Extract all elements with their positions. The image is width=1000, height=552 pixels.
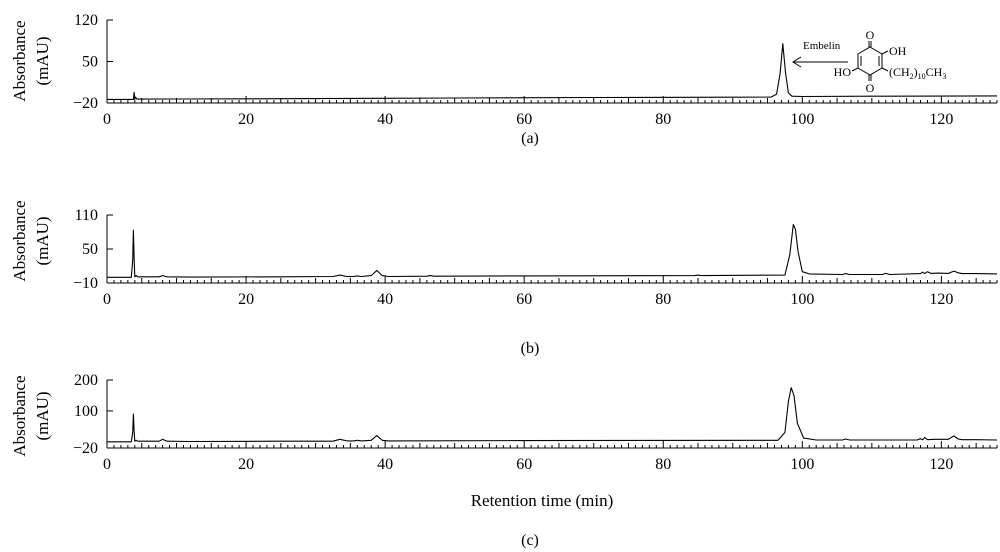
y-tick-label: 110 [75, 207, 98, 224]
y-tick-label: 50 [82, 241, 98, 258]
x-tick-label: 80 [655, 456, 671, 473]
annotation-arrowhead [792, 56, 802, 68]
x-tick-label: 20 [238, 291, 254, 308]
panel-label: (b) [521, 340, 540, 357]
embelin-structure: O O OH HO (CH2)10CH3 [834, 28, 947, 95]
x-tick-labels: 0 20 40 60 80 100 120 [103, 291, 953, 308]
y-tick-label: −10 [73, 275, 98, 292]
x-tick-label: 100 [790, 291, 814, 308]
ho-bond [851, 67, 859, 72]
y-tick-label: −20 [73, 95, 98, 112]
alkyl-chain: (CH2)10CH3 [889, 65, 946, 81]
x-tick-labels: 0 20 40 60 80 100 120 [103, 111, 953, 128]
x-tick-label: 40 [377, 111, 393, 128]
embelin-annotation: Embelin [792, 40, 848, 68]
y-tick-labels: −20 100 200 [73, 372, 98, 457]
x-tick-label: 120 [929, 111, 953, 128]
y-axis-label-line1: Absorbance [10, 200, 29, 281]
x-tick-label: 20 [238, 456, 254, 473]
chromatogram-trace [107, 387, 998, 443]
y-tick-labels: −10 50 110 [73, 207, 98, 292]
x-tick-label: 100 [790, 111, 814, 128]
y-axis-label-line2: (mAU) [33, 216, 52, 265]
tick-marks [106, 19, 998, 104]
x-tick-labels: 0 20 40 60 80 100 120 [103, 456, 953, 473]
x-tick-label: 0 [103, 291, 111, 308]
carbonyl-o-bottom: O [866, 81, 875, 95]
y-tick-label: 200 [74, 372, 98, 389]
y-tick-label: 120 [74, 12, 98, 29]
panel-a: −20 50 120 0 20 40 60 80 100 120 Absorbance (mAU… [10, 12, 998, 147]
hydroxyl-ho: HO [834, 65, 852, 79]
quinone-ring [857, 46, 883, 76]
annotation-label: Embelin [803, 40, 841, 52]
chromatogram-trace [107, 43, 998, 100]
hydroxyl-oh: OH [889, 44, 907, 58]
y-axis-label-line2: (mAU) [33, 391, 52, 440]
x-tick-label: 60 [516, 111, 532, 128]
x-axis-label: Retention time (min) [471, 491, 614, 510]
x-tick-label: 100 [790, 456, 814, 473]
x-tick-label: 80 [655, 111, 671, 128]
panel-label: (c) [521, 532, 539, 549]
x-tick-label: 0 [103, 456, 111, 473]
x-tick-label: 60 [516, 456, 532, 473]
y-tick-label: 50 [82, 54, 98, 71]
x-tick-label: 40 [377, 291, 393, 308]
y-tick-label: −20 [73, 440, 98, 457]
x-tick-label: 20 [238, 111, 254, 128]
oh-bond [881, 50, 889, 55]
tick-marks [106, 379, 998, 449]
chain-bond [881, 67, 889, 72]
carbonyl-o-top: O [866, 28, 875, 42]
x-tick-label: 120 [929, 291, 953, 308]
y-axis-label-line1: Absorbance [10, 20, 29, 101]
tick-marks [106, 214, 998, 284]
x-tick-label: 60 [516, 291, 532, 308]
y-axis-label-line1: Absorbance [10, 375, 29, 456]
panel-b: −10 50 110 0 20 40 60 80 100 120 Absorbance (mAU… [10, 200, 998, 357]
x-tick-label: 40 [377, 456, 393, 473]
x-tick-label: 0 [103, 111, 111, 128]
y-tick-label: 100 [74, 403, 98, 420]
chromatogram-trace [107, 224, 998, 278]
panel-c: −20 100 200 0 20 40 60 80 100 120 Absorbance (mA… [10, 372, 998, 549]
y-tick-labels: −20 50 120 [73, 12, 98, 112]
x-tick-label: 80 [655, 291, 671, 308]
x-tick-label: 120 [929, 456, 953, 473]
panel-label: (a) [521, 130, 539, 147]
y-axis-label-line2: (mAU) [33, 36, 52, 85]
